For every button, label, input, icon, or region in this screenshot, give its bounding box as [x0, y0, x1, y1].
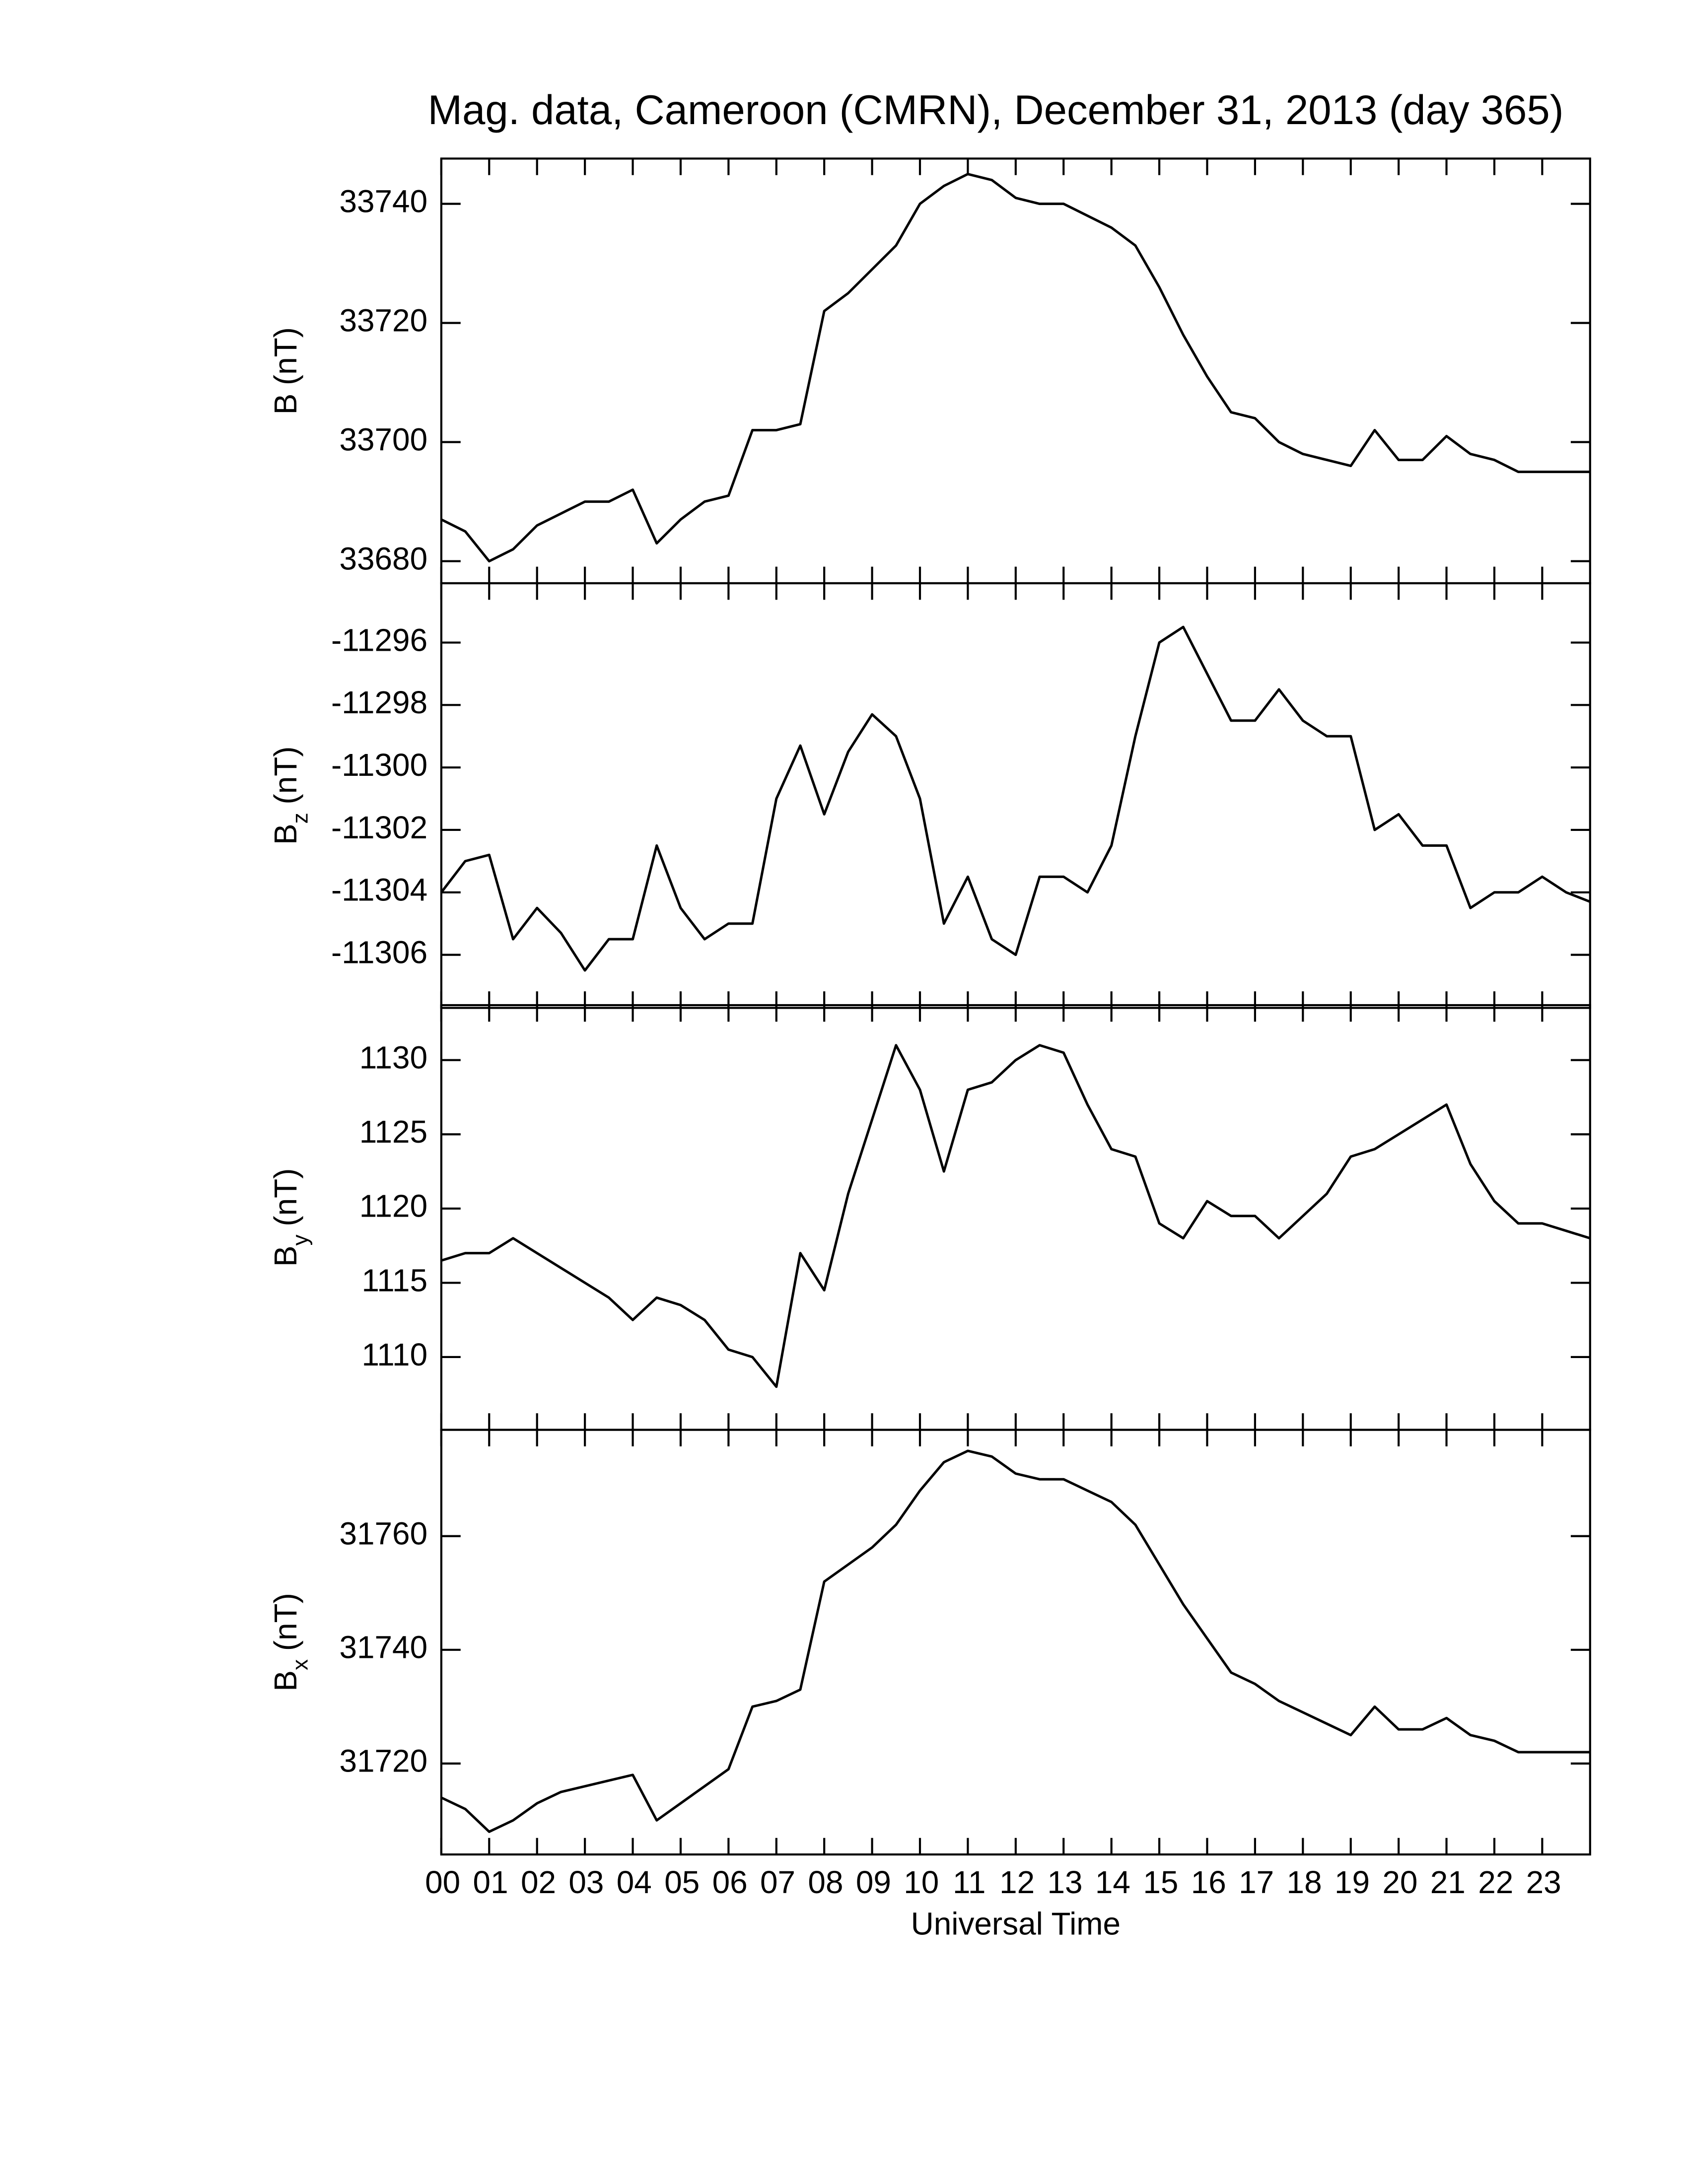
x-tick-label: 00 — [425, 1864, 460, 1900]
y-axis-label-text: Bz (nT) — [268, 746, 312, 845]
y-axis-label-text: B (nT) — [268, 327, 303, 414]
y-tick-label: -11300 — [331, 747, 427, 783]
x-tick-label: 03 — [568, 1864, 604, 1900]
y-axis-label-base: B — [268, 1670, 303, 1692]
x-tick-label: 13 — [1047, 1864, 1082, 1900]
y-axis-label-text: Bx (nT) — [268, 1593, 312, 1692]
x-tick-label: 14 — [1095, 1864, 1130, 1900]
y-axis-label-sub: x — [288, 1659, 312, 1670]
y-tick-label: -11306 — [331, 934, 427, 970]
x-tick-label: 20 — [1382, 1864, 1417, 1900]
x-tick-label: 15 — [1143, 1864, 1178, 1900]
y-tick-label: 33720 — [339, 303, 427, 339]
y-axis-label-sub: z — [288, 813, 312, 823]
y-axis-label-base: B — [268, 1245, 303, 1267]
y-tick-label: 31720 — [339, 1743, 427, 1779]
x-tick-label: 18 — [1287, 1864, 1322, 1900]
y-axis-label-unit: (nT) — [268, 327, 303, 385]
data-line — [440, 173, 1590, 563]
x-tick-label: 22 — [1478, 1864, 1513, 1900]
x-tick-label: 16 — [1191, 1864, 1226, 1900]
x-tick-label: 19 — [1335, 1864, 1370, 1900]
y-tick-label: 33680 — [339, 541, 427, 576]
y-axis-label: Bx (nT) — [268, 1593, 312, 1692]
y-tick-label: 33700 — [339, 421, 427, 457]
y-tick-label: 31740 — [339, 1630, 427, 1665]
y-axis-label-unit: (nT) — [268, 1168, 303, 1226]
x-tick-label: 05 — [664, 1864, 700, 1900]
x-tick-label: 11 — [953, 1864, 985, 1900]
y-tick-label: 1130 — [359, 1040, 427, 1076]
y-axis-label-text: By (nT) — [268, 1168, 312, 1267]
y-tick-label: 1120 — [359, 1188, 427, 1224]
y-axis-label: Bz (nT) — [268, 746, 312, 845]
x-tick-label: 01 — [473, 1864, 508, 1900]
y-tick-label: 33740 — [339, 184, 427, 219]
y-axis-label-unit: (nT) — [268, 1593, 303, 1651]
data-line — [441, 1044, 1591, 1388]
data-line — [440, 625, 1591, 972]
chart-title: Mag. data, Cameroon (CMRN), December 31,… — [428, 87, 1564, 133]
y-axis-label-unit: (nT) — [268, 746, 303, 804]
y-tick-label: -11296 — [331, 622, 427, 658]
y-tick-label: 31760 — [339, 1516, 427, 1552]
y-tick-label: 1125 — [359, 1114, 427, 1150]
x-tick-label: 09 — [856, 1864, 891, 1900]
y-tick-label: 1115 — [361, 1262, 427, 1298]
y-tick-label: -11304 — [331, 872, 427, 908]
x-tick-label: 21 — [1430, 1864, 1466, 1900]
x-tick-label: 08 — [808, 1864, 843, 1900]
data-line — [440, 1449, 1590, 1833]
y-tick-label: 1110 — [361, 1337, 427, 1372]
y-axis-label-base: B — [268, 394, 303, 415]
x-tick-label: 10 — [904, 1864, 939, 1900]
x-tick-label: 04 — [617, 1864, 652, 1900]
x-tick-label: 23 — [1526, 1864, 1561, 1900]
x-tick-label: 06 — [712, 1864, 748, 1900]
x-tick-label: 12 — [999, 1864, 1035, 1900]
x-tick-label: 07 — [760, 1864, 795, 1900]
y-tick-label: -11298 — [331, 684, 427, 720]
y-axis-label: By (nT) — [268, 1168, 312, 1267]
y-axis-label-sub: y — [288, 1234, 312, 1245]
y-axis-label: B (nT) — [268, 327, 303, 414]
x-tick-label: 02 — [521, 1864, 556, 1900]
x-tick-label: 17 — [1239, 1864, 1274, 1900]
y-tick-label: -11302 — [331, 810, 427, 845]
x-axis-label: Universal Time — [911, 1906, 1121, 1941]
y-axis-label-base: B — [268, 823, 303, 845]
